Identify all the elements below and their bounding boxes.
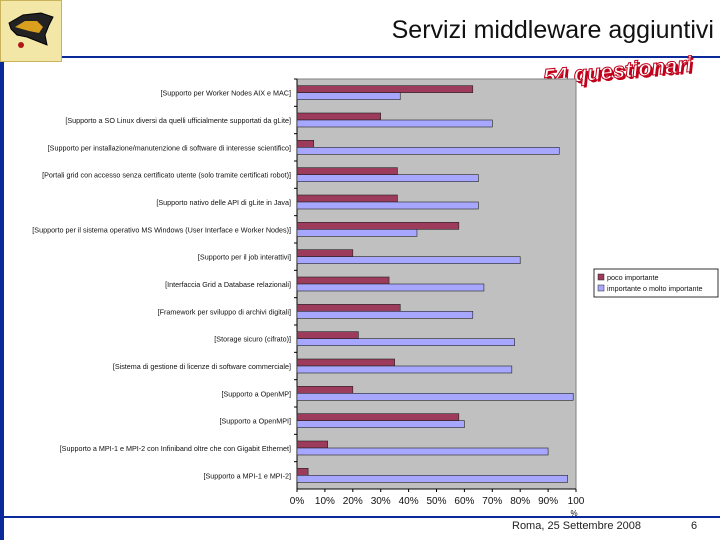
x-tick-label: 0% bbox=[290, 496, 305, 507]
x-tick-label: 20% bbox=[343, 496, 363, 507]
category-label: [Supporto nativo delle API di gLite in J… bbox=[156, 198, 291, 207]
x-tick-label: 80% bbox=[510, 496, 530, 507]
bar-importante-13 bbox=[296, 420, 465, 428]
bar-poco-importante-11 bbox=[296, 358, 395, 367]
x-tick-label: 50% bbox=[426, 496, 446, 507]
category-label: [Supporto a MPI-1 e MPI-2 con Infiniband… bbox=[60, 444, 291, 453]
legend-label: importante o molto importante bbox=[607, 284, 702, 293]
category-label: [Supporto per il sistema operativo MS Wi… bbox=[32, 225, 291, 234]
x-axis-label: % bbox=[570, 509, 577, 518]
x-tick-label: 40% bbox=[399, 496, 419, 507]
bar-poco-importante-14 bbox=[296, 440, 328, 449]
bar-poco-importante-12 bbox=[296, 386, 354, 394]
bar-poco-importante-1 bbox=[296, 85, 474, 93]
category-label: [Framework per sviluppo di archivi digit… bbox=[158, 307, 291, 316]
bar-poco-importante-7 bbox=[296, 249, 354, 257]
x-tick-label: 100 bbox=[568, 496, 585, 507]
category-label: [Interfaccia Grid a Database relazionali… bbox=[165, 280, 291, 289]
legend-swatch bbox=[597, 273, 605, 281]
bar-importante-9 bbox=[296, 311, 474, 319]
category-label: [Sistema di gestione di licenze di softw… bbox=[113, 362, 291, 371]
bar-importante-4 bbox=[296, 174, 479, 182]
footer-rule bbox=[4, 516, 720, 518]
bar-poco-importante-3 bbox=[296, 140, 315, 148]
category-label: [Supporto per Worker Nodes AIX e MAC] bbox=[161, 89, 292, 98]
bar-importante-6 bbox=[296, 229, 418, 237]
bar-importante-8 bbox=[296, 283, 485, 292]
bar-poco-importante-9 bbox=[296, 304, 401, 312]
bar-importante-5 bbox=[296, 201, 479, 210]
category-label: [Supporto a SO Linux diversi da quelli u… bbox=[65, 116, 291, 125]
x-tick-label: 90% bbox=[538, 496, 558, 507]
x-tick-label: 30% bbox=[371, 496, 391, 507]
bar-poco-importante-2 bbox=[296, 112, 381, 121]
bar-poco-importante-6 bbox=[296, 222, 460, 230]
bar-poco-importante-13 bbox=[296, 413, 460, 421]
bar-importante-15 bbox=[296, 475, 568, 483]
left-accent-bar bbox=[0, 62, 4, 540]
bar-poco-importante-15 bbox=[296, 468, 309, 476]
page-number: 6 bbox=[691, 520, 698, 532]
category-label: [Supporto a OpenMPI] bbox=[219, 417, 291, 426]
bar-importante-14 bbox=[296, 447, 549, 456]
legend-box bbox=[593, 268, 719, 298]
x-tick-label: 10% bbox=[315, 496, 335, 507]
footer-date: Roma, 25 Settembre 2008 bbox=[512, 520, 642, 532]
category-label: [Supporto a MPI-1 e MPI-2] bbox=[204, 471, 292, 480]
logo bbox=[0, 0, 62, 62]
category-label: [Supporto per installazione/manutenzione… bbox=[48, 143, 291, 152]
bar-poco-importante-5 bbox=[296, 194, 398, 203]
bar-importante-7 bbox=[296, 256, 521, 264]
legend-swatch bbox=[597, 284, 605, 292]
bar-importante-3 bbox=[296, 147, 560, 155]
bar-importante-12 bbox=[296, 393, 574, 401]
legend-label: poco importante bbox=[607, 273, 659, 282]
title-rule bbox=[62, 56, 720, 58]
category-label: [Supporto per il job interattivi] bbox=[198, 253, 291, 262]
bar-poco-importante-4 bbox=[296, 167, 398, 175]
category-label: [Supporto a OpenMP] bbox=[221, 389, 291, 398]
bar-importante-11 bbox=[296, 365, 513, 374]
category-label: [Portali grid con accesso senza certific… bbox=[42, 171, 291, 180]
bar-importante-10 bbox=[296, 338, 515, 346]
category-label: [Storage sicuro (cifrato)] bbox=[214, 335, 291, 344]
bar-poco-importante-10 bbox=[296, 331, 359, 339]
bar-importante-2 bbox=[296, 119, 493, 128]
bar-importante-1 bbox=[296, 92, 401, 100]
bar-poco-importante-8 bbox=[296, 276, 390, 285]
sicily-map-logo bbox=[8, 12, 54, 48]
slide-title: Servizi middleware aggiuntivi bbox=[391, 16, 714, 44]
x-tick-label: 70% bbox=[482, 496, 502, 507]
x-tick-label: 60% bbox=[454, 496, 474, 507]
